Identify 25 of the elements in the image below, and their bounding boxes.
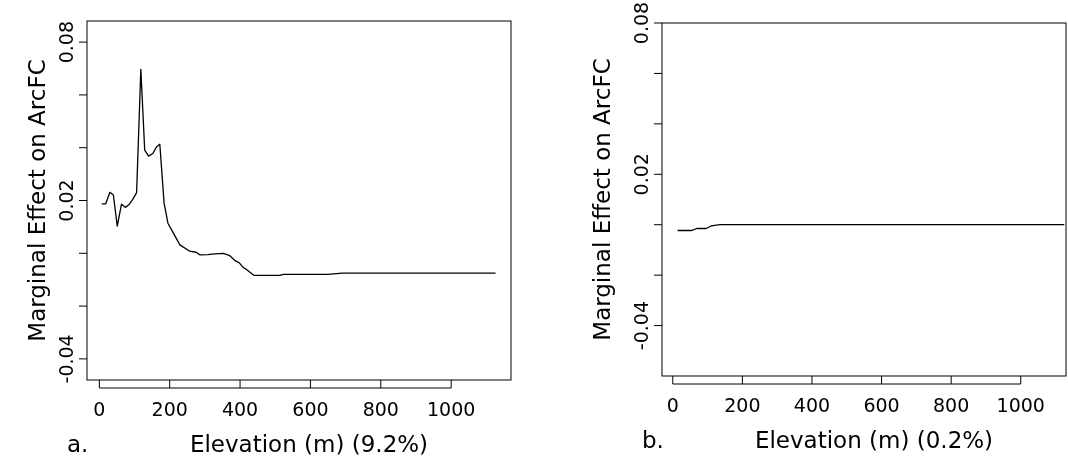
x-tick-label: 0	[93, 398, 106, 420]
x-tick-label: 1000	[427, 398, 476, 420]
y-tick-label: 0.02	[55, 179, 77, 222]
x-tick-label: 800	[933, 394, 970, 416]
x-tick-label: 200	[151, 398, 188, 420]
x-axis-title: Elevation (m) (9.2%)	[189, 431, 429, 457]
x-tick-label: 600	[863, 394, 900, 416]
x-tick-label: 400	[221, 398, 259, 420]
y-axis-title: Marginal Effect on ArcFC	[24, 59, 50, 342]
y-tick-label: 0.02	[630, 153, 652, 196]
x-tick-label: 0	[666, 394, 679, 416]
line-series	[101, 68, 497, 277]
x-tick-label: 800	[362, 398, 399, 420]
text: a.	[67, 431, 89, 457]
y-tick-label: 0.08	[55, 20, 77, 64]
x-axis-title: Elevation (m) (0.2%)	[754, 427, 994, 453]
x-tick-label: 400	[793, 394, 831, 416]
y-tick-label: -0.04	[55, 334, 77, 384]
text: b.	[642, 427, 664, 453]
y-tick-label: -0.04	[630, 300, 652, 351]
y-tick-label: 0.08	[630, 1, 652, 45]
x-tick-label: 200	[724, 394, 761, 416]
x-tick-label: 600	[292, 398, 329, 420]
y-axis-title: Marginal Effect on ArcFC	[589, 58, 615, 341]
x-tick-label: 1000	[996, 394, 1045, 416]
